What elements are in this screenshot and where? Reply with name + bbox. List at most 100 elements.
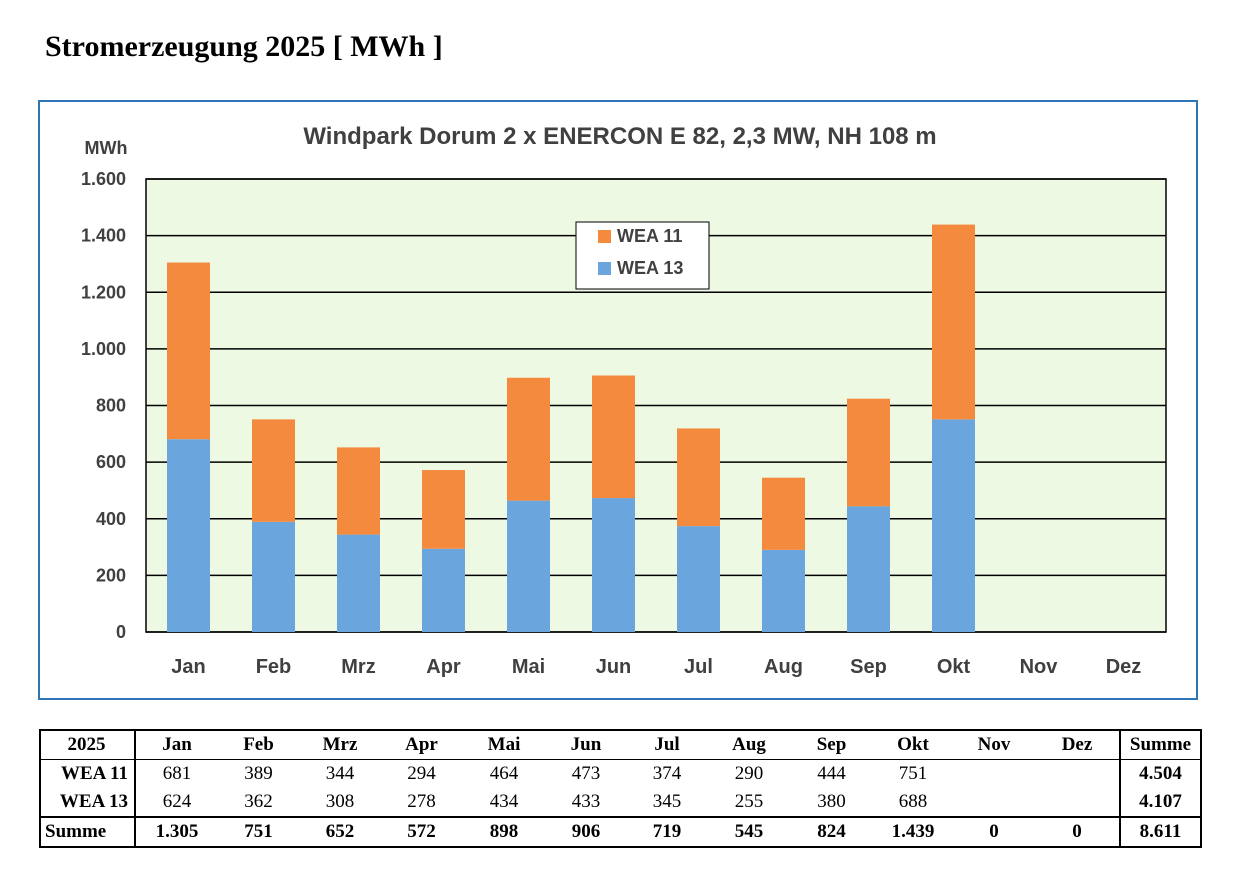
table-cell: 719 [626, 816, 708, 848]
x-tick-label: Okt [937, 656, 971, 678]
data-table: 2025 Jan Feb Mrz Apr Mai Jun Jul Aug Sep Okt Nov Dez… [39, 729, 1202, 848]
plot-border [145, 178, 1167, 633]
table-cell: 751 [898, 763, 928, 784]
x-tick-label: Jul [684, 656, 713, 678]
x-tick-label: Jan [171, 656, 205, 678]
y-tick-label: 1.400 [81, 226, 126, 246]
table-cell: 0 [953, 816, 1035, 848]
table-cell: 278 [407, 791, 436, 812]
bar-wea-11-aug [762, 477, 805, 550]
table-cell [1035, 788, 1120, 817]
table-cell: 898 [462, 816, 546, 848]
legend-label: WEA 11 [617, 226, 682, 246]
bar-wea-13-feb [252, 521, 295, 632]
table-cell: 464 [489, 763, 519, 784]
table-header-cell: Jun [546, 729, 626, 760]
table-header-cell: Mai [462, 729, 546, 760]
table-header-cell: Okt [873, 729, 953, 760]
table-header-cell: Nov [953, 729, 1035, 760]
legend-label: WEA 13 [617, 258, 683, 278]
table-cell: 652 [299, 816, 381, 848]
table-cell: 290 [734, 763, 764, 784]
bar-wea-13-jan [167, 439, 210, 632]
table-row: WEA 11 681 389 344 294 464 473 374 290 444 751 4.50… [39, 759, 1202, 789]
y-tick-label: 1.200 [81, 282, 126, 302]
table-cell: 473 [571, 763, 601, 784]
table-cell: 345 [652, 791, 682, 812]
bar-wea-11-jun [592, 375, 635, 499]
y-tick-label: 1.000 [81, 339, 126, 359]
table-cell: 624 [162, 791, 192, 812]
x-tick-label: Mrz [341, 656, 375, 678]
table-header-cell: Feb [218, 729, 299, 760]
y-tick-label: 200 [96, 565, 126, 585]
x-tick-label: Nov [1020, 656, 1059, 678]
bar-wea-13-sep [847, 506, 890, 632]
table-cell: 0 [1035, 816, 1120, 848]
legend-swatch-wea-11 [598, 230, 611, 243]
bar-wea-11-jul [677, 428, 720, 527]
bar-wea-11-jan [167, 262, 210, 440]
table-cell: 308 [325, 791, 355, 812]
stacked-bar-chart: Windpark Dorum 2 x ENERCON E 82, 2,3 MW,… [81, 123, 1167, 678]
table-header-cell: Apr [381, 729, 462, 760]
table-cell: 906 [546, 816, 626, 848]
chart-container: Windpark Dorum 2 x ENERCON E 82, 2,3 MW,… [38, 100, 1198, 700]
bar-wea-11-sep [847, 398, 890, 507]
row-label: Summe [39, 816, 136, 848]
x-tick-label: Apr [426, 656, 461, 678]
bar-wea-13-mai [507, 500, 550, 632]
bar-wea-11-mai [507, 377, 550, 501]
table-cell: 255 [734, 791, 764, 812]
bar-wea-13-okt [932, 419, 975, 632]
table-cell: 434 [489, 791, 519, 812]
table-cell: 389 [244, 763, 273, 784]
bar-wea-13-aug [762, 549, 805, 632]
page-title: Stromerzeugung 2025 [ MWh ] [45, 30, 443, 63]
table-header-cell: Summe [1119, 729, 1202, 760]
bar-wea-13-jun [592, 498, 635, 632]
chart-title: Windpark Dorum 2 x ENERCON E 82, 2,3 MW,… [303, 123, 936, 150]
bar-wea-11-apr [422, 470, 465, 549]
table-header-cell: Dez [1035, 729, 1120, 760]
y-tick-label: 600 [96, 452, 126, 472]
legend-swatch-wea-13 [598, 262, 611, 275]
x-tick-label: Jun [596, 656, 632, 678]
bar-wea-11-okt [932, 224, 975, 420]
y-tick-label: 0 [116, 622, 126, 642]
table-cell: 380 [817, 791, 846, 812]
x-tick-label: Feb [256, 656, 292, 678]
table-cell: 824 [790, 816, 873, 848]
table-cell: 1.305 [135, 816, 218, 848]
bar-wea-13-mrz [337, 534, 380, 632]
table-cell [953, 760, 1035, 789]
table-cell [953, 788, 1035, 817]
table-cell: 751 [218, 816, 299, 848]
table-header-cell: 2025 [39, 729, 136, 760]
y-tick-label: 400 [96, 509, 126, 529]
table-row: Summe 1.305 751 652 572 898 906 719 545 824 1.439 0… [39, 816, 1202, 848]
x-tick-label: Aug [764, 656, 803, 678]
table-header-cell: Sep [790, 729, 873, 760]
table-header-cell: Aug [708, 729, 790, 760]
table-cell: 344 [325, 763, 355, 784]
table-header-row: 2025 Jan Feb Mrz Apr Mai Jun Jul Aug Sep Okt Nov Dez… [39, 729, 1202, 760]
row-total: 4.504 [1119, 759, 1202, 788]
y-tick-label: 800 [96, 396, 126, 416]
x-tick-label: Mai [512, 656, 545, 678]
table-cell: 681 [162, 763, 192, 784]
table-cell: 572 [381, 816, 462, 848]
row-total: 4.107 [1119, 788, 1202, 817]
table-header-cell: Jul [626, 729, 708, 760]
y-tick-label: 1.600 [81, 169, 126, 189]
x-tick-label: Sep [850, 656, 887, 678]
x-tick-label: Dez [1106, 656, 1142, 678]
table-cell: 1.439 [873, 816, 953, 848]
table-cell: 688 [898, 791, 928, 812]
table-row: WEA 13 624 362 308 278 434 433 345 255 380 688 4.10… [39, 788, 1202, 817]
row-label: WEA 13 [39, 788, 136, 817]
bar-wea-11-mrz [337, 447, 380, 535]
table-cell: 433 [571, 791, 601, 812]
table-cell: 374 [652, 763, 682, 784]
bar-wea-13-apr [422, 548, 465, 632]
